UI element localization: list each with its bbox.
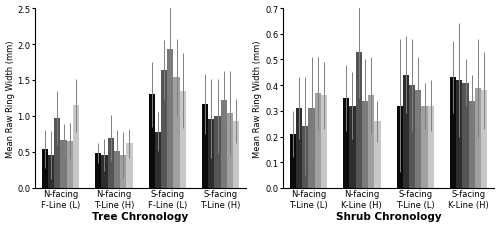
X-axis label: Shrub Chronology: Shrub Chronology — [336, 212, 442, 222]
Bar — [290, 134, 296, 188]
Bar — [368, 96, 374, 188]
Bar — [468, 101, 475, 188]
Bar — [102, 155, 107, 188]
Bar — [308, 109, 314, 188]
Bar — [403, 76, 409, 188]
Bar — [321, 96, 327, 188]
Bar — [422, 106, 428, 188]
Bar — [167, 50, 173, 188]
Bar — [409, 86, 415, 188]
Bar — [174, 78, 180, 188]
Bar — [296, 109, 302, 188]
Bar — [73, 106, 79, 188]
Bar — [148, 95, 155, 188]
Bar — [314, 94, 321, 188]
Y-axis label: Mean Raw Ring Width (mm): Mean Raw Ring Width (mm) — [6, 40, 15, 157]
Bar — [42, 149, 48, 188]
Bar — [450, 78, 456, 188]
Bar — [302, 127, 308, 188]
Bar — [481, 91, 488, 188]
X-axis label: Tree Chronology: Tree Chronology — [92, 212, 188, 222]
Bar — [180, 91, 186, 188]
Bar — [415, 91, 422, 188]
Bar — [114, 152, 120, 188]
Bar — [54, 118, 60, 188]
Bar — [214, 116, 220, 188]
Bar — [343, 99, 349, 188]
Bar — [374, 121, 380, 188]
Bar — [233, 121, 239, 188]
Bar — [155, 132, 161, 188]
Bar — [350, 106, 356, 188]
Y-axis label: Mean Raw Ring Width (mm): Mean Raw Ring Width (mm) — [254, 40, 262, 157]
Bar — [456, 81, 462, 188]
Bar — [161, 71, 167, 188]
Bar — [396, 106, 403, 188]
Bar — [48, 155, 54, 188]
Bar — [475, 88, 481, 188]
Bar — [126, 144, 132, 188]
Bar — [356, 52, 362, 188]
Bar — [202, 104, 208, 188]
Bar — [362, 101, 368, 188]
Bar — [462, 83, 468, 188]
Bar — [60, 140, 66, 188]
Bar — [208, 119, 214, 188]
Bar — [428, 106, 434, 188]
Bar — [120, 155, 126, 188]
Bar — [220, 101, 227, 188]
Bar — [227, 114, 233, 188]
Bar — [108, 138, 114, 188]
Bar — [66, 141, 73, 188]
Bar — [95, 154, 102, 188]
